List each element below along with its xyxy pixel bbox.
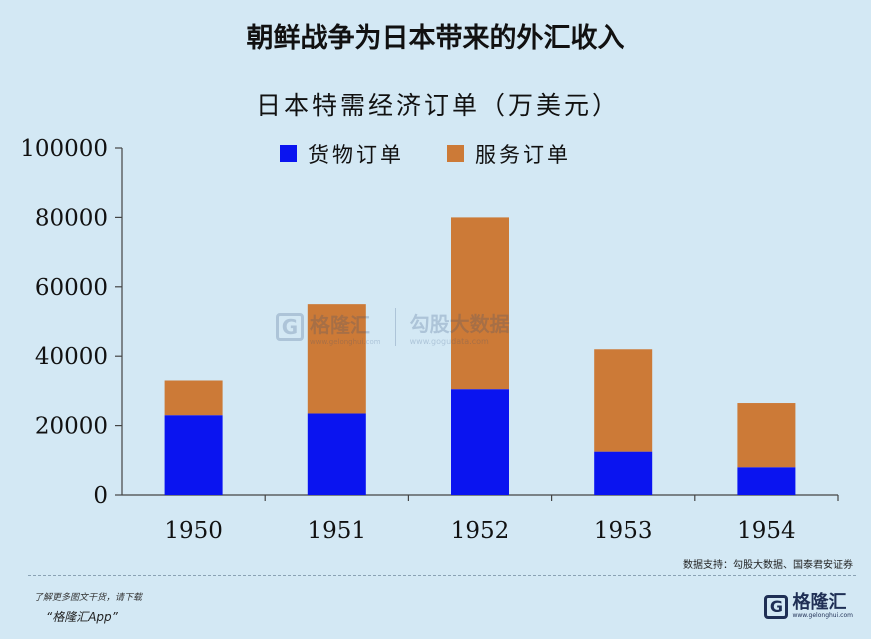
legend-swatch-goods	[280, 145, 297, 162]
y-tick-label: 60000	[35, 275, 108, 301]
bar-services-1953	[594, 349, 653, 452]
chart-legend: 货物订单 服务订单	[280, 143, 571, 167]
footer-note: 了解更多图文干货，请下载	[34, 593, 143, 603]
watermark-sub: www.gelonghui.com	[310, 337, 381, 346]
x-tick-label: 1953	[594, 518, 653, 544]
footer-divider	[28, 575, 856, 576]
page-title: 朝鲜战争为日本带来的外汇收入	[246, 23, 625, 54]
x-tick-label: 1951	[308, 518, 367, 544]
x-tick-label: 1950	[164, 518, 223, 544]
bar-services-1950	[164, 380, 223, 416]
y-tick-label: 80000	[35, 205, 108, 231]
footer-app-name: “格隆汇App”	[46, 610, 118, 624]
chart-title: 日本特需经济订单（万美元）	[256, 91, 620, 120]
gelonghui-logo-icon: G	[276, 313, 304, 341]
footer-logo: G 格隆汇 www.gelonghui.com	[764, 594, 853, 619]
bar-services-1952	[451, 217, 509, 390]
bar-goods-1954	[737, 467, 796, 495]
gelonghui-footer-logo-icon: G	[764, 594, 789, 619]
footer-logo-name: 格隆汇	[792, 592, 847, 613]
watermark-divider	[394, 308, 396, 346]
watermark: G 格隆汇 www.gelonghui.com 勾股大数据 www.goguda…	[276, 308, 510, 346]
y-tick-label: 20000	[35, 414, 108, 440]
stacked-bar-chart: 日本特需经济订单（万美元） 100000 80000 60000 40000 20000…	[20, 91, 839, 544]
y-tick-label: 0	[93, 483, 108, 509]
bar-goods-1953	[594, 451, 653, 495]
legend-label-services: 服务订单	[475, 143, 571, 167]
watermark-name: 格隆汇	[310, 312, 370, 337]
data-source: 数据支持：勾股大数据、国泰君安证券	[683, 560, 853, 571]
y-tick-label: 40000	[35, 344, 108, 370]
bar-goods-1950	[164, 415, 223, 495]
chart-bars	[164, 217, 796, 495]
watermark-name2: 勾股大数据	[409, 312, 510, 336]
bar-services-1954	[737, 403, 796, 468]
bar-goods-1952	[451, 389, 509, 495]
bar-goods-1951	[307, 413, 366, 495]
y-tick-label: 100000	[20, 136, 108, 162]
legend-swatch-services	[447, 145, 464, 162]
legend-label-goods: 货物订单	[308, 143, 404, 167]
chart-axes: 100000 80000 60000 40000 20000 0 1950 1951 1952 1…	[20, 136, 839, 544]
watermark-url2: www.gogudata.com	[409, 337, 489, 346]
footer-logo-url: www.gelonghui.com	[792, 612, 853, 619]
bar-services-1951	[307, 304, 366, 414]
x-tick-label: 1952	[451, 518, 510, 544]
x-tick-label: 1954	[737, 518, 796, 544]
